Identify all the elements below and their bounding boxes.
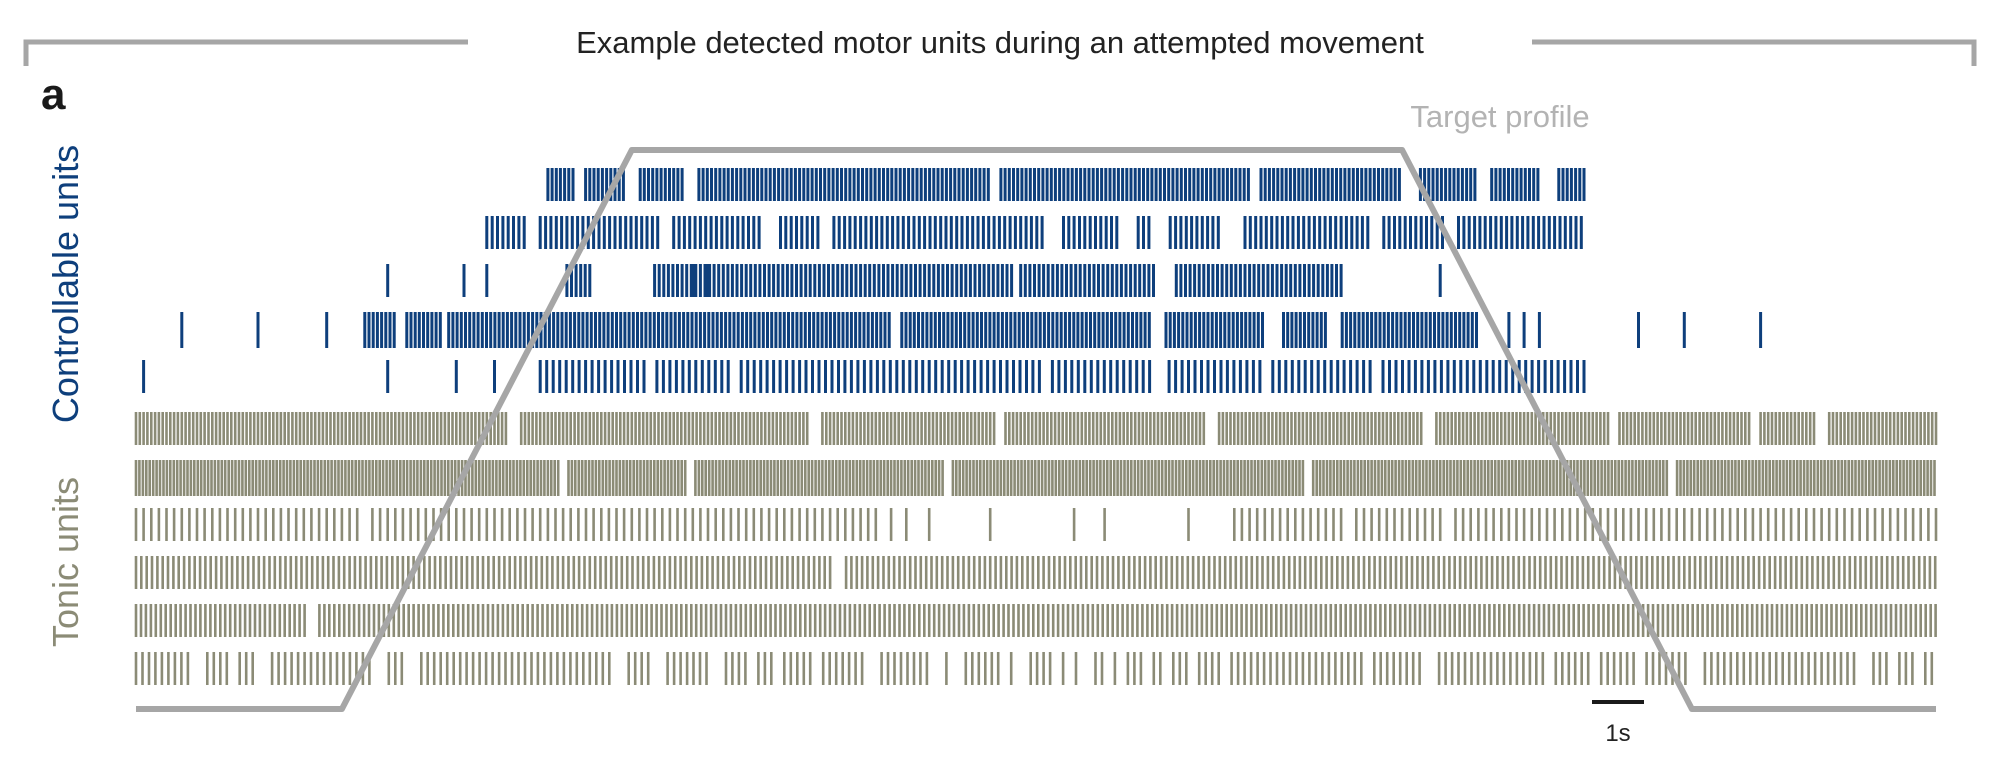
bracket-right [1532,39,1977,66]
bracket-left [23,39,468,66]
spike-marks [134,412,1938,445]
spike-marks [134,556,1937,589]
scale-bar-label: 1s [1605,720,1630,747]
tonic-unit-row-1 [134,412,1938,445]
spike-raster [134,168,1938,685]
tonic-unit-row-6 [134,652,1934,685]
tonic-unit-row-3 [134,508,1938,541]
controllable-units-label: Controllable units [45,145,86,423]
spike-marks [134,604,1937,637]
tonic-unit-row-5 [134,604,1937,637]
controllable-unit-row-4 [180,312,1763,348]
spike-marks [546,168,1586,201]
tonic-unit-row-2 [134,460,1936,496]
controllable-unit-row-1 [546,168,1586,201]
spike-marks [386,264,1442,297]
target-profile-label: Target profile [1410,99,1589,134]
spike-marks [485,216,1583,249]
spike-marks [142,360,1586,393]
spike-marks [134,508,1938,541]
title-bracket [23,39,1977,66]
controllable-unit-row-3 [386,264,1442,297]
tonic-units-label: Tonic units [45,477,86,647]
tonic-unit-row-4 [134,556,1937,589]
spike-marks [134,652,1934,685]
controllable-unit-row-5 [142,360,1586,393]
spike-marks [134,460,1936,496]
target-profile-line [136,147,1936,712]
panel-label: a [41,70,66,119]
figure-title: Example detected motor units during an a… [576,25,1424,60]
spike-marks [180,312,1763,348]
controllable-unit-row-2 [485,216,1583,249]
